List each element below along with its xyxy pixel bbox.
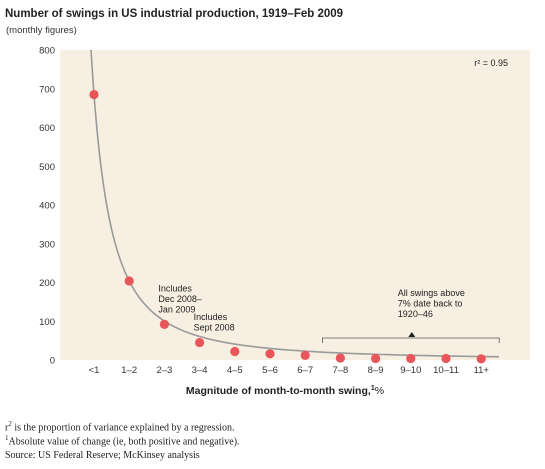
footnote-r2-sup: 2 <box>8 420 12 428</box>
x-tick-label: 6–7 <box>297 365 313 376</box>
data-point <box>441 353 451 364</box>
r-squared-label: r² = 0.95 <box>474 58 508 68</box>
annotation-text: 7% date back to <box>398 299 463 309</box>
x-tick-label: 1–2 <box>121 365 137 376</box>
data-point <box>406 353 416 364</box>
x-tick-label: 7–8 <box>332 365 348 376</box>
footnote-r2-mark: r <box>5 422 9 434</box>
annotation-text: Dec 2008– <box>158 294 202 304</box>
annotation-arrow <box>408 332 416 337</box>
x-tick-label: 10–11 <box>433 365 459 376</box>
chart-subtitle: (monthly figures) <box>6 25 77 36</box>
x-tick-label: 3–4 <box>192 365 208 376</box>
footnote-r-squared: r2 is the proportion of variance explain… <box>5 420 235 433</box>
annotation-text: Jan 2009 <box>158 304 195 314</box>
footnote-absolute-value: 1Absolute value of change (ie, both posi… <box>5 434 240 447</box>
data-point <box>371 353 381 364</box>
x-tick-label: 8–9 <box>368 365 384 376</box>
chart-title: Number of swings in US industrial produc… <box>5 8 344 20</box>
y-tick-label: 100 <box>39 317 55 328</box>
y-tick-label: 400 <box>39 201 55 212</box>
annotation-text: All swings above <box>398 288 465 298</box>
y-tick-label: 500 <box>39 162 55 173</box>
x-axis-title: Magnitude of month-to-month swing,1% <box>186 385 384 397</box>
x-axis: <1 1–2 2–3 3–4 4–5 5–6 6–7 7–8 8–9 9–10 10–11 11+ <box>89 365 490 376</box>
annotation-text: Includes <box>194 312 228 322</box>
regression-curve <box>90 49 499 358</box>
x-tick-label: 2–3 <box>156 365 172 376</box>
data-point <box>124 276 134 286</box>
y-tick-label: 800 <box>39 46 55 57</box>
annotation-text: Sept 2008 <box>194 323 235 333</box>
y-tick-label: 300 <box>39 239 55 250</box>
data-point <box>89 89 99 100</box>
data-point <box>476 354 486 364</box>
annotation-text: Includes <box>158 283 192 293</box>
x-tick-label: 11+ <box>473 365 489 376</box>
y-axis: 0 100 200 300 400 500 600 700 800 <box>39 46 55 367</box>
data-point <box>335 353 345 363</box>
source-note: Source: US Federal Reserve; McKinsey ana… <box>5 450 200 461</box>
footnote-abs-mark: 1 <box>5 434 9 442</box>
x-tick-label: 9–10 <box>400 365 421 376</box>
y-tick-label: 200 <box>39 278 55 289</box>
data-points <box>89 89 486 364</box>
annotation-bracket <box>322 337 500 343</box>
x-tick-label: <1 <box>89 365 100 376</box>
y-tick-label: 700 <box>39 84 55 95</box>
x-tick-label: 4–5 <box>227 365 243 376</box>
x-tick-label: 5–6 <box>262 365 278 376</box>
y-tick-label: 600 <box>39 123 55 134</box>
data-point <box>195 337 205 348</box>
annotation-text: 1920–46 <box>398 309 433 319</box>
data-point <box>300 350 310 360</box>
y-tick-label: 0 <box>50 356 55 367</box>
data-point <box>159 319 169 329</box>
plot-background <box>60 50 530 360</box>
data-point <box>230 346 240 357</box>
footnote-abs-text: Absolute value of change (ie, both posit… <box>8 436 240 448</box>
footnote-r2-text: is the proportion of variance explained … <box>14 422 235 434</box>
data-point <box>265 349 275 359</box>
